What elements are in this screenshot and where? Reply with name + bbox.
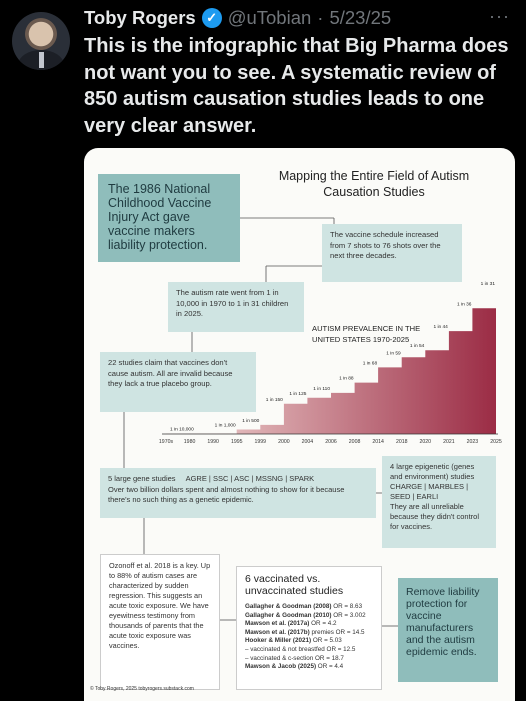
point-label: 1 in 110 (313, 386, 330, 392)
study-value: OR = 5.03 (312, 637, 342, 645)
epigenetic-list: CHARGE | MARBLES | SEED | EARLI (390, 482, 469, 501)
ozonoff-box: Ozonoff et al. 2018 is a key. Up to 88% … (100, 554, 220, 690)
avatar-tie (39, 52, 44, 68)
x-tick-label: 2020 (420, 439, 432, 445)
study-name: Mawson et al. (2017b) (245, 628, 310, 636)
point-label: 1 in 150 (266, 397, 283, 403)
study-value: OR = 8.63 (333, 603, 363, 610)
gene-studies-text: Over two billion dollars spent and almos… (108, 484, 345, 505)
epigenetic-text: They are all unreliable because they did… (390, 502, 479, 531)
verified-badge-icon: ✓ (201, 8, 222, 28)
x-tick-label: 2025 (490, 439, 502, 445)
x-tick-label: 1999 (255, 439, 267, 445)
gene-studies-box: 5 large gene studies AGRE | SSC | ASC | … (100, 468, 376, 518)
study-row: Gallagher & Goodman (2008) OR = 8.63 (245, 603, 373, 612)
tweet-text: This is the infographic that Big Pharma … (84, 35, 509, 137)
point-label: 1 in 31 (481, 281, 496, 287)
study-value: – vaccinated & c-section OR = 18.7 (245, 654, 344, 662)
epigenetic-lead: 4 large epigenetic (genes and environmen… (390, 462, 475, 481)
point-label: 1 in 88 (339, 376, 354, 382)
study-value: OR = 4.4 (317, 663, 344, 671)
x-tick-label: 2014 (372, 439, 384, 445)
vax-unvax-box: 6 vaccinated vs. unvaccinated studies Ga… (236, 566, 382, 690)
avatar[interactable] (12, 12, 70, 70)
study-value: OR = 3.002 (333, 611, 366, 619)
act-1986-box: The 1986 National Childhood Vaccine Inju… (98, 174, 240, 262)
point-label: 1 in 125 (289, 391, 306, 397)
author-handle[interactable]: @uTobian (227, 7, 312, 28)
study-name: Mawson et al. (2017a) (245, 620, 310, 628)
x-tick-label: 2000 (278, 439, 290, 445)
study-row: Gallagher & Goodman (2010) OR = 3.002 (245, 612, 373, 621)
studies-22-box: 22 studies claim that vaccines don't cau… (100, 352, 256, 412)
autism-rate-box: The autism rate went from 1 in 10,000 in… (168, 282, 304, 332)
x-tick-label: 1970s (159, 439, 174, 445)
study-name: Hooker & Miller (2021) (245, 637, 312, 645)
gene-studies-list: AGRE | SSC | ASC | MSSNG | SPARK (185, 474, 315, 483)
study-value: OR = 4.2 (311, 620, 337, 628)
author-name[interactable]: Toby Rogers (84, 7, 196, 28)
vax-unvax-title: 6 vaccinated vs. unvaccinated studies (245, 573, 344, 597)
x-tick-label: 2021 (443, 439, 455, 445)
study-value: – vaccinated & not breastfed OR = 12.5 (245, 645, 356, 653)
prevalence-area (166, 288, 496, 434)
infographic-title: Mapping the Entire Field of Autism Causa… (278, 169, 470, 199)
x-tick-label: 1995 (231, 439, 243, 445)
study-name: Gallagher & Goodman (2008) (245, 603, 332, 610)
point-label: 1 in 44 (433, 324, 448, 330)
study-row: Mawson et al. (2017a) OR = 4.2 (245, 620, 373, 629)
x-tick-label: 2008 (349, 439, 361, 445)
tweet-date[interactable]: 5/23/25 (329, 7, 392, 28)
study-row: Hooker & Miller (2021) OR = 5.03 (245, 637, 373, 646)
chart-title: AUTISM PREVALENCE IN THE UNITED STATES 1… (312, 324, 421, 344)
x-tick-label: 2006 (325, 439, 337, 445)
point-label: 1 in 59 (386, 350, 401, 356)
infographic-image[interactable]: Mapping the Entire Field of Autism Causa… (84, 148, 515, 701)
study-row: – vaccinated & not breastfed OR = 12.5 (245, 646, 373, 655)
epigenetic-studies-box: 4 large epigenetic (genes and environmen… (382, 456, 496, 548)
point-label: 1 in 68 (363, 360, 378, 366)
tweet-header: Toby Rogers ✓ @uTobian · 5/23/25 (84, 6, 391, 30)
separator-dot: · (317, 7, 324, 28)
x-tick-label: 2004 (302, 439, 314, 445)
vaccine-schedule-box: The vaccine schedule increased from 7 sh… (322, 224, 462, 282)
gene-studies-label: 5 large gene studies (108, 474, 176, 483)
study-row: – vaccinated & c-section OR = 18.7 (245, 655, 373, 664)
study-row: Mawson et al. (2017b) premies OR = 14.5 (245, 629, 373, 638)
study-row: Mawson & Jacob (2025) OR = 4.4 (245, 663, 373, 672)
infographic-footer: © Toby Rogers, 2025 tobyrogers.substack.… (90, 686, 194, 692)
point-label: 1 in 54 (410, 343, 425, 349)
point-label: 1 in 500 (242, 418, 259, 424)
study-name: Gallagher & Goodman (2010) (245, 611, 332, 619)
point-label: 1 in 36 (457, 301, 472, 307)
study-value: premies OR = 14.5 (311, 628, 365, 636)
prevalence-chart: 1970s 1980 1990 1995 1999 2000 2004 2006 2008 201… (159, 281, 502, 445)
more-options-icon[interactable]: ··· (489, 6, 510, 26)
point-label: 1 in 1,000 (215, 422, 236, 428)
x-tick-label: 2023 (467, 439, 479, 445)
study-name: Mawson & Jacob (2025) (245, 663, 317, 671)
x-tick-label: 1980 (184, 439, 196, 445)
point-label: 1 in 10,000 (170, 427, 194, 433)
remove-liability-box: Remove liability protection for vaccine … (398, 578, 498, 682)
x-tick-label: 1990 (207, 439, 219, 445)
x-tick-label: 2018 (396, 439, 408, 445)
